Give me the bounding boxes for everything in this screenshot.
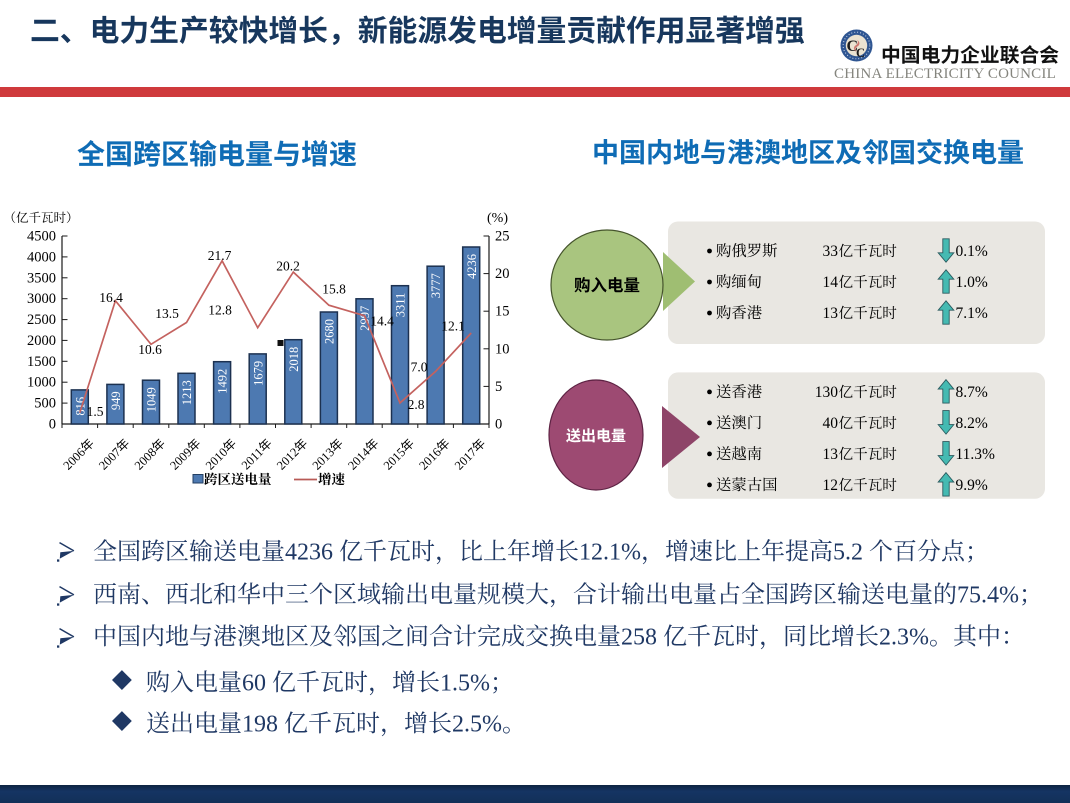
svg-text:购入电量: 购入电量 — [574, 272, 640, 296]
svg-text:增速: 增速 — [318, 468, 345, 488]
svg-text:4236: 4236 — [465, 254, 479, 279]
svg-text:7.1%: 7.1% — [956, 305, 988, 322]
svg-text:14: 14 — [823, 274, 839, 291]
svg-text:1.0%: 1.0% — [956, 274, 988, 291]
svg-text:1492: 1492 — [216, 369, 230, 394]
svg-text:2500: 2500 — [27, 312, 56, 328]
svg-text:21.7: 21.7 — [208, 248, 232, 263]
svg-text:3000: 3000 — [27, 291, 56, 307]
svg-text:购缅甸: 购缅甸 — [716, 270, 762, 292]
svg-text:4000: 4000 — [27, 249, 56, 265]
svg-text:2000: 2000 — [27, 333, 56, 349]
svg-text:500: 500 — [34, 396, 56, 412]
svg-text:亿千瓦时: 亿千瓦时 — [839, 443, 898, 464]
svg-text:40: 40 — [823, 415, 839, 432]
svg-text:33: 33 — [823, 243, 839, 260]
svg-text:15: 15 — [495, 304, 510, 320]
svg-text:12: 12 — [823, 477, 839, 494]
svg-text:11.3%: 11.3% — [956, 446, 996, 463]
svg-text:2680: 2680 — [323, 319, 337, 344]
svg-text:13: 13 — [823, 446, 839, 463]
svg-text:C: C — [856, 46, 865, 60]
svg-text:1.5: 1.5 — [87, 404, 104, 419]
svg-text:亿千瓦时: 亿千瓦时 — [839, 302, 898, 323]
svg-text:C: C — [847, 38, 859, 55]
svg-text:9.9%: 9.9% — [956, 477, 988, 494]
svg-text:1000: 1000 — [27, 375, 56, 391]
svg-text:（亿千瓦时）: （亿千瓦时） — [4, 208, 79, 226]
svg-text:购香港: 购香港 — [716, 301, 763, 323]
svg-text:16.4: 16.4 — [99, 290, 123, 305]
svg-text:(%): (%) — [487, 211, 508, 226]
svg-text:12.8: 12.8 — [208, 303, 232, 318]
svg-text:4500: 4500 — [27, 229, 56, 245]
svg-text:3777: 3777 — [429, 273, 443, 298]
svg-text:0: 0 — [495, 417, 502, 433]
svg-text:7.0: 7.0 — [411, 360, 428, 375]
svg-text:3500: 3500 — [27, 270, 56, 286]
svg-text:13.5: 13.5 — [155, 306, 179, 321]
svg-text:949: 949 — [109, 391, 123, 410]
svg-text:8.2%: 8.2% — [956, 415, 988, 432]
svg-text:亿千瓦时: 亿千瓦时 — [839, 271, 898, 292]
svg-text:8.7%: 8.7% — [956, 384, 988, 401]
svg-text:亿千瓦时: 亿千瓦时 — [839, 412, 898, 433]
svg-text:13: 13 — [823, 305, 839, 322]
svg-text:12.1: 12.1 — [441, 319, 465, 334]
svg-text:跨区送电量: 跨区送电量 — [204, 468, 272, 488]
svg-text:3311: 3311 — [394, 293, 408, 318]
svg-text:亿千瓦时: 亿千瓦时 — [839, 240, 898, 261]
svg-text:15.8: 15.8 — [322, 282, 346, 297]
svg-text:14.4: 14.4 — [370, 314, 394, 329]
svg-text:10.6: 10.6 — [138, 342, 162, 357]
svg-text:亿千瓦时: 亿千瓦时 — [839, 381, 898, 402]
svg-text:1049: 1049 — [145, 387, 159, 412]
svg-text:送蒙古国: 送蒙古国 — [716, 473, 778, 495]
svg-text:130: 130 — [815, 384, 839, 401]
svg-text:25: 25 — [495, 229, 510, 245]
svg-text:10: 10 — [495, 341, 510, 357]
svg-text:2.8: 2.8 — [408, 397, 425, 412]
svg-text:送出电量: 送出电量 — [566, 425, 626, 446]
svg-text:送越南: 送越南 — [716, 442, 762, 464]
svg-text:5: 5 — [495, 379, 502, 395]
svg-text:送澳门: 送澳门 — [716, 411, 762, 433]
svg-text:1500: 1500 — [27, 354, 56, 370]
svg-text:0: 0 — [49, 417, 56, 433]
svg-text:20.2: 20.2 — [276, 259, 300, 274]
svg-text:20: 20 — [495, 266, 510, 282]
svg-text:亿千瓦时: 亿千瓦时 — [839, 474, 898, 495]
svg-text:0.1%: 0.1% — [956, 243, 988, 260]
svg-text:送香港: 送香港 — [716, 380, 763, 402]
svg-text:购俄罗斯: 购俄罗斯 — [716, 239, 778, 261]
svg-text:2018: 2018 — [287, 347, 301, 372]
svg-text:1213: 1213 — [180, 380, 194, 405]
svg-text:1679: 1679 — [251, 361, 265, 386]
